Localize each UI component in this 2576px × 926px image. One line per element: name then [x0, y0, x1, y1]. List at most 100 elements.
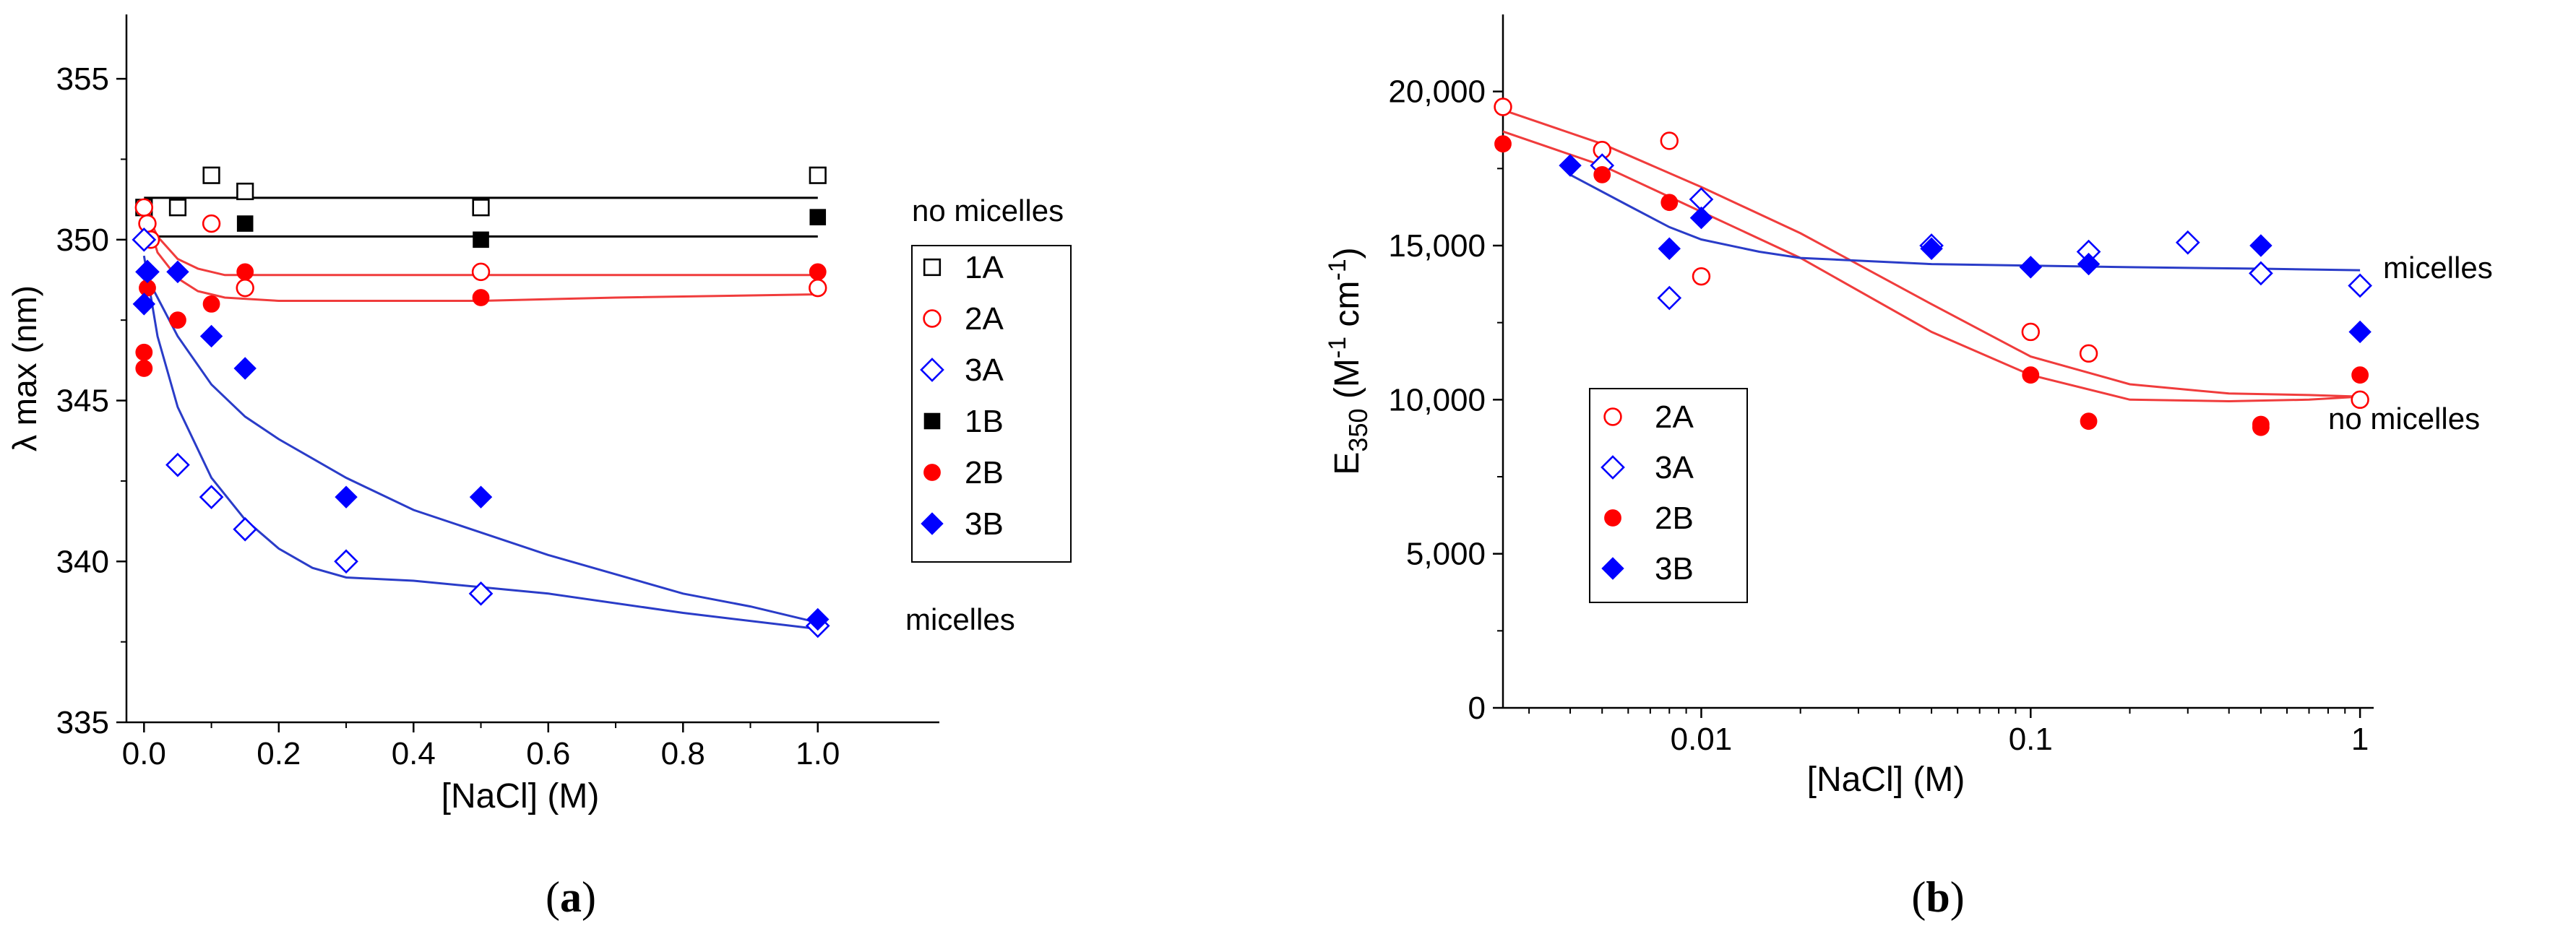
data-point-3b [1920, 237, 1943, 260]
data-point-3a [233, 516, 258, 542]
y-label-paren-open: (M [1328, 358, 1366, 408]
legend-label-2a: 2A [965, 301, 1004, 337]
panel-a-legend-box [911, 245, 1072, 563]
fit-line-3a [142, 255, 818, 631]
fit-line-2b [1502, 130, 2361, 403]
data-point-2b [2022, 366, 2040, 384]
data-point-3a [1657, 285, 1682, 311]
data-point-1b [236, 215, 254, 232]
data-point-3b [1658, 237, 1681, 260]
data-point-2a [809, 278, 827, 298]
fit-line-2a [1502, 108, 2361, 398]
legend-marker-3a [920, 358, 944, 382]
legend-marker-2b [1604, 509, 1621, 527]
data-point-2b [202, 295, 220, 313]
data-point-3b [2249, 234, 2273, 257]
y-label-main: E [1328, 452, 1366, 475]
caption-b: (b) [1911, 873, 1964, 921]
panel-a-chart: 335 340 345 350 355 0.0 0.2 0.4 0.6 0.8 1.0 [NaCl]… [6, 14, 1072, 815]
data-point-2b [236, 263, 254, 281]
legend-marker-3b [1601, 557, 1624, 580]
y-label-exp1: -1 [1324, 337, 1351, 358]
caption-a-open: ( [546, 873, 560, 921]
legend-marker-3a [1601, 455, 1625, 480]
data-point-2b [809, 263, 827, 281]
legend-label-1a: 1A [965, 250, 1004, 285]
data-point-2b [169, 311, 186, 329]
x-tick-label: 1 [2351, 722, 2369, 757]
caption-b-close: ) [1950, 873, 1965, 921]
y-tick-label: 350 [56, 222, 109, 258]
data-point-3a [132, 227, 157, 252]
data-point-1b [809, 209, 827, 225]
data-point-1a [809, 166, 827, 184]
data-point-3b [132, 293, 156, 316]
fit-line-3a [1569, 173, 2361, 272]
panel-a-annotation-no-micelles: no micelles [912, 194, 1064, 228]
y-tick-label: 0 [1468, 691, 1486, 726]
x-tick-label: 0.4 [392, 736, 436, 771]
y-label-paren-close: ) [1328, 247, 1366, 259]
legend-marker-1a [923, 258, 942, 277]
data-point-3b [2077, 252, 2101, 276]
data-point-2b [1494, 135, 1512, 153]
x-tick-label: 1.0 [796, 736, 840, 771]
data-point-3b [199, 324, 223, 348]
x-tick-label: 0.2 [257, 736, 301, 771]
panel-a-x-label: [NaCl] (M) [441, 777, 600, 815]
legend-marker-2b [923, 464, 941, 481]
data-point-2b [2351, 366, 2369, 384]
legend-label-2b: 2B [1655, 501, 1694, 536]
panel-b-y-label: E350 (M-1 cm-1) [1324, 247, 1373, 475]
data-point-1a [168, 199, 187, 217]
y-tick-label: 20,000 [1388, 74, 1486, 110]
data-point-3a [334, 549, 358, 574]
data-point-2b [472, 289, 490, 306]
data-point-3a [2249, 261, 2273, 286]
data-point-2a [138, 214, 157, 233]
data-point-3a [165, 452, 190, 477]
data-point-1a [236, 182, 254, 201]
data-point-3b [469, 485, 493, 509]
x-tick-label: 0.8 [661, 736, 705, 771]
data-point-2b [2080, 412, 2098, 430]
legend-marker-2a [1603, 407, 1622, 426]
panel-b-legend: 2A 3A 2B 3B [1589, 388, 1748, 603]
data-point-3b [2348, 320, 2372, 344]
legend-marker-3b [921, 512, 944, 535]
data-point-2a [202, 214, 221, 233]
legend-label-3b: 3B [1655, 551, 1694, 587]
fit-line-2b [142, 207, 818, 302]
data-point-3a [468, 581, 494, 606]
data-point-3b [136, 260, 159, 284]
y-tick-label: 355 [56, 61, 109, 97]
data-point-3b [335, 485, 358, 509]
panel-b-x-label: [NaCl] (M) [1807, 761, 1965, 799]
legend-label-3a: 3A [1655, 450, 1694, 485]
data-point-2a [471, 262, 491, 282]
panel-b-chart: 0 5,000 10,000 15,000 20,000 0.01 0.1 1 [NaCl] … [1324, 14, 2493, 799]
y-tick-label: 345 [56, 384, 109, 419]
data-point-2a [1660, 131, 1679, 150]
caption-a-close: ) [582, 873, 596, 921]
caption-b-letter: b [1926, 873, 1950, 921]
fit-line-3b [142, 271, 819, 624]
data-point-2a [2351, 390, 2369, 410]
legend-label-2a: 2A [1655, 399, 1694, 435]
caption-b-open: ( [1911, 873, 1926, 921]
y-tick-label: 340 [56, 544, 109, 579]
data-point-3a [2348, 273, 2372, 298]
data-point-2a [1494, 98, 1512, 116]
panel-a-y-label: λ max (nm) [6, 285, 43, 451]
legend-label-2b: 2B [965, 455, 1004, 490]
caption-a: (a) [546, 873, 596, 921]
data-point-2b [1593, 165, 1611, 183]
y-label-mid: cm [1328, 281, 1366, 337]
data-point-2a [1692, 267, 1711, 286]
x-tick-label: 0.1 [2009, 722, 2053, 757]
y-tick-label: 10,000 [1388, 382, 1486, 417]
panel-b-annotation-micelles: micelles [2383, 251, 2493, 285]
y-tick-label: 15,000 [1388, 228, 1486, 264]
data-point-1a [472, 199, 490, 217]
